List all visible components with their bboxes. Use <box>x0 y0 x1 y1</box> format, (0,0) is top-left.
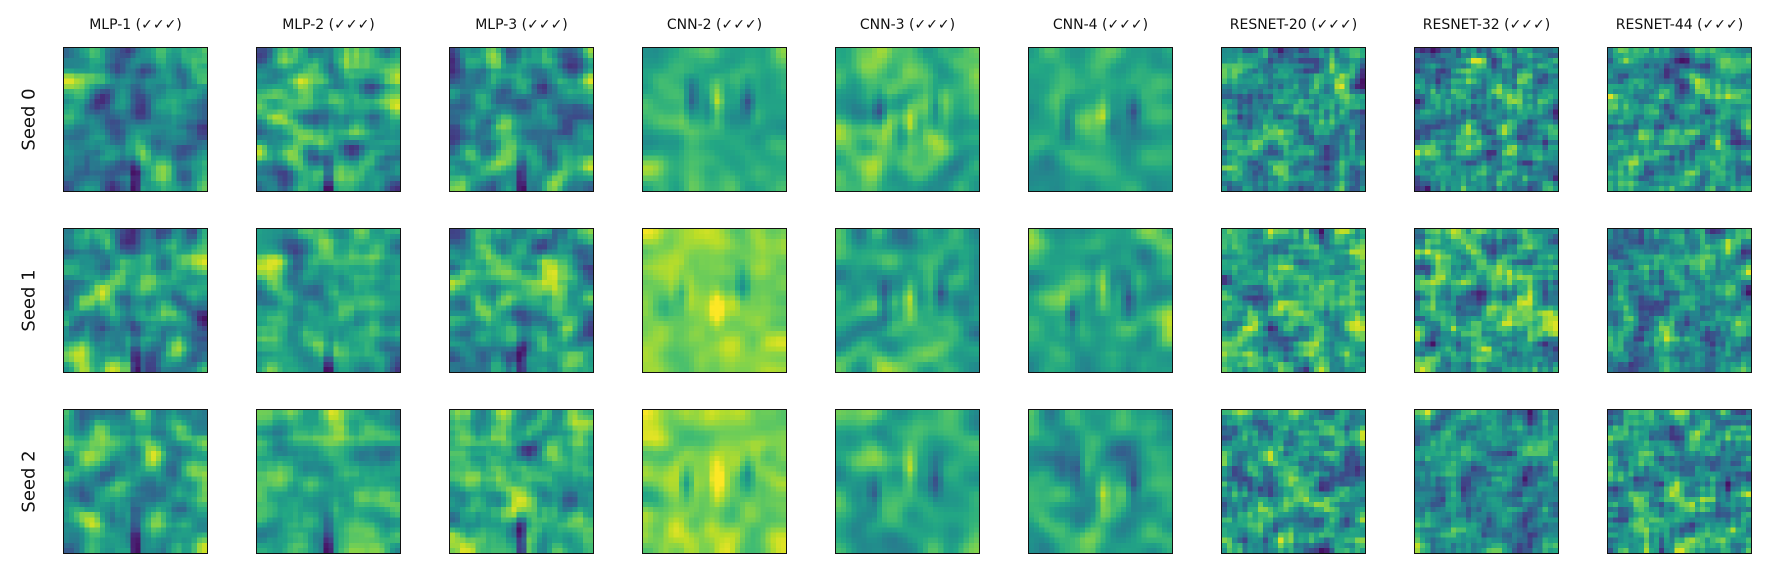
heatmap-image <box>450 410 593 553</box>
column-title: CNN-4 (✓✓✓) <box>1052 17 1149 33</box>
heatmap-image <box>450 48 593 191</box>
heatmap-image <box>1415 229 1558 372</box>
column-title: MLP-3 (✓✓✓) <box>475 17 568 33</box>
heatmap-image <box>257 48 400 191</box>
heatmap-image <box>1608 48 1751 191</box>
heatmap-image <box>1222 410 1365 553</box>
heatmap-panel <box>63 47 208 192</box>
heatmap-panel <box>63 228 208 373</box>
heatmap-panel <box>835 47 980 192</box>
heatmap-panel <box>449 47 594 192</box>
heatmap-image <box>643 229 786 372</box>
heatmap-image <box>257 229 400 372</box>
heatmap-panel <box>63 409 208 554</box>
heatmap-image <box>836 410 979 553</box>
column-title: MLP-2 (✓✓✓) <box>282 17 375 33</box>
heatmap-panel <box>1607 228 1752 373</box>
heatmap-image <box>1029 410 1172 553</box>
heatmap-panel <box>1028 409 1173 554</box>
heatmap-panel <box>1028 47 1173 192</box>
heatmap-image <box>643 48 786 191</box>
heatmap-image <box>64 48 207 191</box>
column-title: RESNET-32 (✓✓✓) <box>1422 17 1551 33</box>
heatmap-image <box>1029 229 1172 372</box>
column-title: CNN-3 (✓✓✓) <box>859 17 956 33</box>
heatmap-panel <box>1414 228 1559 373</box>
heatmap-image <box>836 48 979 191</box>
heatmap-panel <box>835 228 980 373</box>
heatmap-panel <box>835 409 980 554</box>
row-label: Seed 2 <box>18 449 40 513</box>
row-label: Seed 0 <box>18 87 40 151</box>
heatmap-image <box>64 229 207 372</box>
heatmap-panel <box>642 228 787 373</box>
heatmap-image <box>64 410 207 553</box>
heatmap-image <box>643 410 786 553</box>
heatmap-panel <box>256 228 401 373</box>
column-title: CNN-2 (✓✓✓) <box>666 17 763 33</box>
heatmap-panel <box>1607 47 1752 192</box>
heatmap-panel <box>256 409 401 554</box>
heatmap-image <box>257 410 400 553</box>
heatmap-image <box>1415 410 1558 553</box>
heatmap-image <box>1029 48 1172 191</box>
heatmap-panel <box>256 47 401 192</box>
heatmap-panel <box>1414 409 1559 554</box>
heatmap-panel <box>1221 409 1366 554</box>
heatmap-panel <box>1221 47 1366 192</box>
heatmap-image <box>1222 48 1365 191</box>
heatmap-image <box>450 229 593 372</box>
heatmap-image <box>1415 48 1558 191</box>
heatmap-panel <box>1414 47 1559 192</box>
heatmap-panel <box>642 47 787 192</box>
heatmap-image <box>1222 229 1365 372</box>
column-title: RESNET-44 (✓✓✓) <box>1615 17 1744 33</box>
column-title: MLP-1 (✓✓✓) <box>89 17 182 33</box>
heatmap-panel <box>1607 409 1752 554</box>
heatmap-image <box>1608 410 1751 553</box>
heatmap-image <box>1608 229 1751 372</box>
heatmap-panel <box>642 409 787 554</box>
heatmap-panel <box>449 409 594 554</box>
column-title: RESNET-20 (✓✓✓) <box>1229 17 1358 33</box>
row-label: Seed 1 <box>18 268 40 332</box>
heatmap-panel <box>1221 228 1366 373</box>
heatmap-panel <box>1028 228 1173 373</box>
heatmap-image <box>836 229 979 372</box>
heatmap-panel <box>449 228 594 373</box>
